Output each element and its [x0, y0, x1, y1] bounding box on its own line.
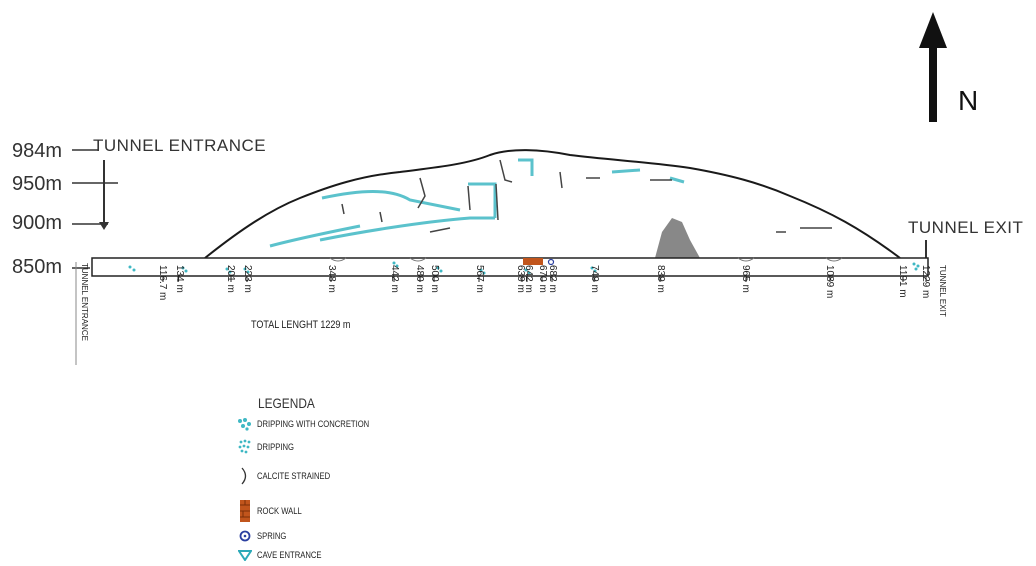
tunnel-entrance-small-label: TUNNEL ENTRANCE	[80, 263, 89, 341]
distance-label: 567 m	[474, 265, 485, 293]
cave-entrance-icon	[237, 546, 253, 564]
distance-label: 223 m	[242, 265, 253, 293]
distance-label: 639 m	[515, 265, 526, 293]
cave-rock-details	[341, 159, 832, 233]
distance-label: 749 m	[589, 265, 600, 293]
tunnel-features	[128, 257, 920, 275]
distance-label: 500 m	[429, 265, 440, 293]
distance-label: 480 m	[414, 265, 425, 293]
legend-item-calcite: CALCITE STRAINED	[237, 467, 343, 485]
distance-label: 134 m	[174, 265, 185, 293]
distance-label: 682 m	[547, 265, 558, 293]
legend-item-cave-entrance: CAVE ENTRANCE	[237, 546, 333, 564]
distance-label: 670 m	[537, 265, 548, 293]
legend-item-spring: SPRING	[237, 527, 292, 545]
legend-label: CAVE ENTRANCE	[257, 550, 322, 560]
total-length-label: TOTAL LENGHT 1229 m	[251, 319, 351, 331]
legend-label: ROCK WALL	[257, 506, 302, 516]
legend-item-dripping: DRIPPING	[237, 438, 301, 456]
dripping-concretion-icon	[237, 415, 253, 433]
distance-label: 348 m	[326, 265, 337, 293]
legend-label: SPRING	[257, 531, 287, 541]
distance-label: 442 m	[389, 265, 400, 293]
legend-label: DRIPPING	[257, 442, 294, 452]
distance-label: 839 m	[655, 265, 666, 293]
legend-label: DRIPPING WITH CONCRETION	[257, 419, 370, 429]
elevation-label-900: 900m	[12, 212, 63, 234]
distance-label: 1229 m	[920, 265, 931, 299]
legend-item-dripping-concretion: DRIPPING WITH CONCRETION	[237, 415, 389, 433]
distance-label: 201 m	[225, 265, 236, 293]
rock-wall-feature	[523, 258, 543, 265]
dripping-icon	[237, 438, 253, 456]
elevation-ticks	[72, 149, 118, 269]
legend-label: CALCITE STRAINED	[257, 471, 331, 481]
elevation-label-950: 950m	[12, 173, 63, 195]
legend-title: LEGENDA	[258, 395, 315, 411]
spring-feature	[547, 258, 555, 266]
spring-icon	[237, 527, 253, 545]
dripping-symbols	[128, 261, 920, 275]
elevation-label-850: 850m	[12, 256, 63, 278]
calcite-arcs	[329, 257, 843, 262]
cave-passages	[269, 158, 685, 248]
tunnel-entrance-label: TUNNEL ENTRANCE	[93, 136, 267, 155]
tunnel-entrance-marker	[99, 160, 109, 230]
tunnel-exit-label: TUNNEL EXIT	[908, 218, 1024, 237]
calcite-icon	[237, 467, 253, 485]
north-label: N	[958, 85, 979, 116]
rock-mass	[655, 218, 700, 258]
distance-label: 1191 m	[897, 265, 908, 298]
distance-label: 1089 m	[824, 265, 835, 299]
mountain-profile	[204, 149, 901, 259]
north-arrow-icon	[919, 12, 947, 122]
distance-label: 965 m	[740, 265, 751, 293]
distance-label: 642 m	[523, 265, 534, 293]
elevation-label-984: 984m	[12, 140, 63, 162]
rock-wall-icon	[237, 500, 253, 522]
legend-item-rock-wall: ROCK WALL	[237, 500, 310, 522]
tunnel-bar	[91, 257, 929, 277]
distance-label: 116.7 m	[157, 265, 168, 301]
distance-ticks	[162, 276, 927, 282]
tunnel-exit-small-label: TUNNEL EXIT	[938, 265, 947, 317]
